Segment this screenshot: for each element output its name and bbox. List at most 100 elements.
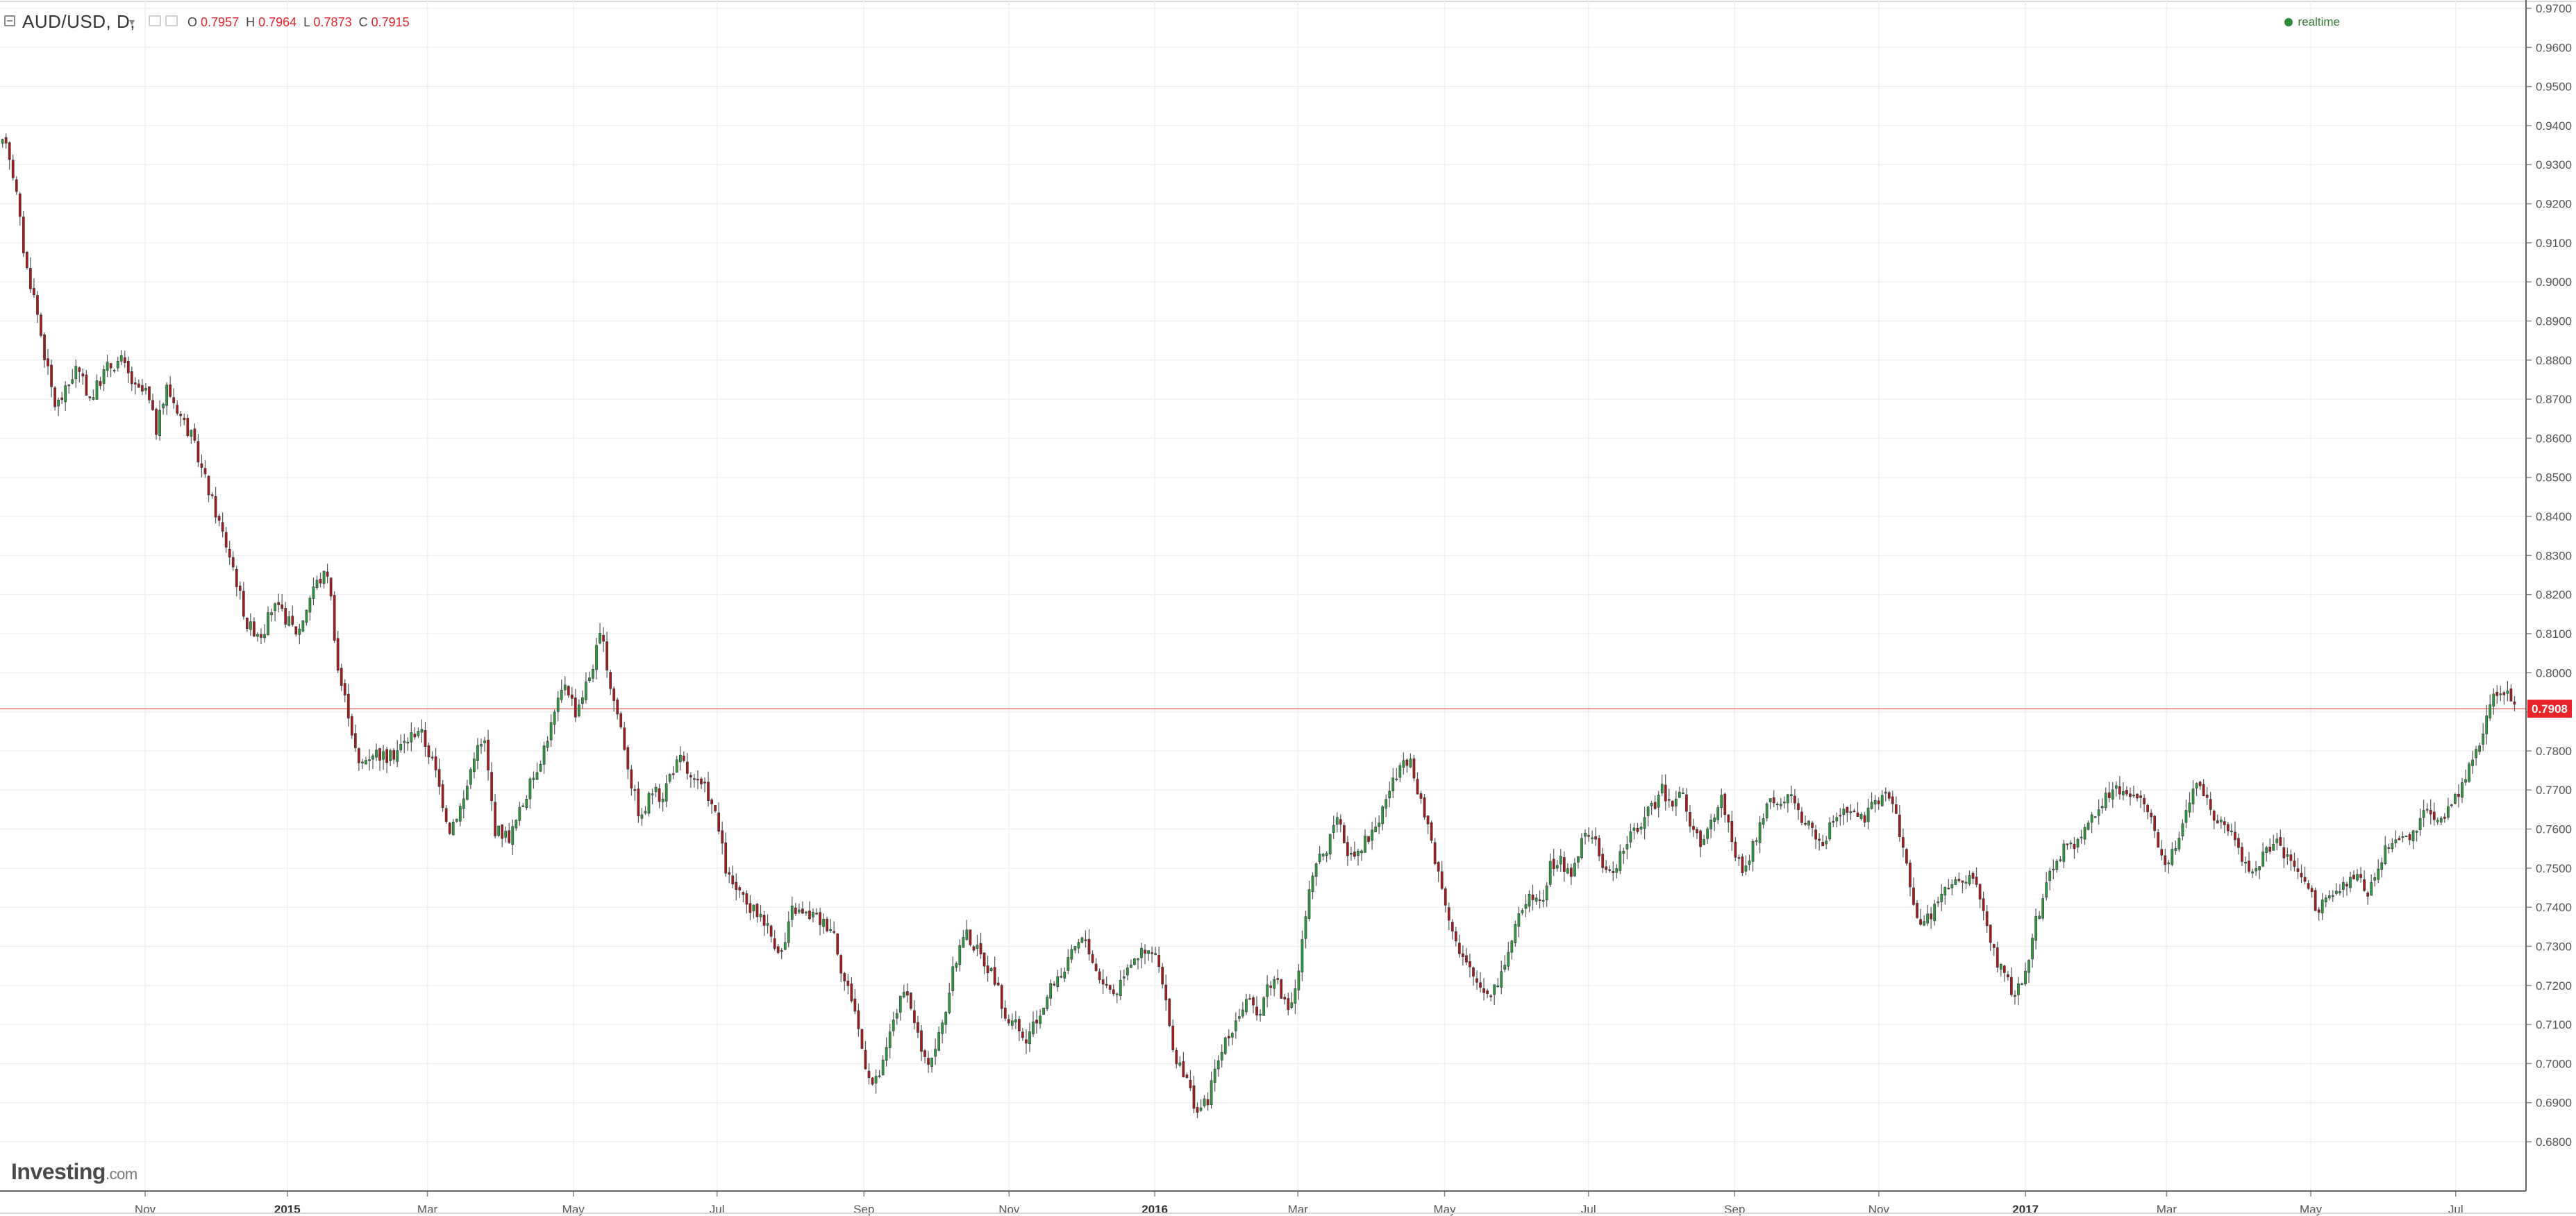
- candle: [1437, 862, 1440, 872]
- candle: [1151, 952, 1153, 954]
- candle: [1112, 989, 1115, 995]
- candle: [169, 385, 172, 397]
- collapse-icon[interactable]: [4, 15, 15, 26]
- candle: [413, 734, 417, 738]
- candle: [1018, 1019, 1021, 1031]
- candle: [2125, 790, 2128, 795]
- candle: [853, 998, 857, 1012]
- candle: [2090, 814, 2093, 823]
- candle: [141, 385, 144, 392]
- hide-series-icon[interactable]: [149, 15, 161, 26]
- candle: [1898, 814, 1901, 837]
- candle: [1227, 1036, 1230, 1039]
- candle: [2086, 822, 2090, 830]
- candle: [2446, 806, 2450, 818]
- candle: [630, 769, 633, 788]
- candle: [2066, 843, 2069, 845]
- candle: [336, 638, 340, 671]
- candle: [560, 690, 563, 700]
- candle: [410, 732, 413, 743]
- candle: [1982, 898, 1985, 911]
- candle: [319, 578, 322, 584]
- candle: [1371, 829, 1373, 841]
- candle: [186, 418, 190, 437]
- candle: [382, 751, 385, 760]
- candle: [2380, 862, 2384, 870]
- candle: [2310, 888, 2314, 892]
- candle: [353, 733, 357, 748]
- candle: [1077, 942, 1080, 949]
- y-tick-label: 0.9200: [2536, 198, 2572, 211]
- y-tick-label: 0.8500: [2536, 471, 2572, 484]
- candle: [1559, 856, 1562, 865]
- candle: [1804, 823, 1807, 825]
- candle: [605, 641, 608, 670]
- x-tick-label: Mar: [417, 1203, 438, 1216]
- candle: [675, 759, 678, 773]
- candle: [2345, 884, 2348, 887]
- candle: [905, 991, 909, 996]
- candle: [1873, 800, 1877, 804]
- candle: [678, 754, 682, 763]
- candle: [1105, 983, 1108, 986]
- candle: [1307, 889, 1311, 919]
- candle: [444, 808, 448, 822]
- candle: [2443, 816, 2446, 819]
- candle: [2234, 831, 2236, 841]
- candle: [2359, 874, 2362, 878]
- ohlc-close: C 0.7915: [358, 15, 410, 29]
- candle: [1084, 939, 1087, 941]
- candle: [476, 745, 479, 761]
- candle: [1727, 814, 1730, 822]
- candle: [2198, 782, 2202, 786]
- candle: [1514, 924, 1517, 943]
- symbol-label[interactable]: AUD/USD, D,: [22, 11, 135, 32]
- y-tick-label: 0.6900: [2536, 1097, 2572, 1110]
- candle: [923, 1050, 926, 1057]
- candle: [1126, 968, 1129, 976]
- candle: [2024, 970, 2027, 985]
- candle: [644, 811, 647, 813]
- candle: [333, 595, 336, 641]
- candle: [1797, 803, 1800, 810]
- candle: [1587, 835, 1590, 837]
- candle: [1971, 872, 1975, 879]
- candle: [2317, 909, 2320, 913]
- candle: [1430, 822, 1433, 841]
- candle: [1545, 885, 1548, 901]
- settings-series-icon[interactable]: [165, 15, 178, 26]
- chevron-down-icon[interactable]: ▾: [129, 17, 135, 28]
- candle: [2097, 809, 2100, 816]
- candle: [2363, 879, 2366, 891]
- candle: [2255, 868, 2257, 872]
- candle: [497, 825, 501, 836]
- candle: [274, 603, 276, 611]
- candle: [2034, 916, 2037, 941]
- candle: [1154, 953, 1157, 955]
- candle: [2129, 793, 2132, 797]
- candle: [1433, 842, 1437, 864]
- candle: [1552, 859, 1555, 870]
- candle: [920, 1030, 923, 1052]
- candle: [2045, 882, 2048, 898]
- candle: [1964, 881, 1968, 884]
- candle: [1650, 803, 1653, 807]
- candle: [958, 945, 962, 965]
- candle: [1541, 900, 1545, 902]
- candle: [1189, 1079, 1192, 1088]
- y-tick-label: 0.9100: [2536, 237, 2572, 250]
- candle: [525, 799, 528, 809]
- candle: [343, 683, 346, 695]
- candle: [633, 789, 637, 791]
- candle: [1818, 838, 1821, 841]
- candle: [1122, 976, 1126, 979]
- candle: [74, 366, 78, 380]
- candle: [1689, 812, 1691, 827]
- candle: [200, 463, 203, 468]
- candle: [2223, 821, 2226, 825]
- candle: [839, 955, 843, 974]
- candle: [623, 727, 626, 750]
- status-dot-icon: [2284, 18, 2293, 26]
